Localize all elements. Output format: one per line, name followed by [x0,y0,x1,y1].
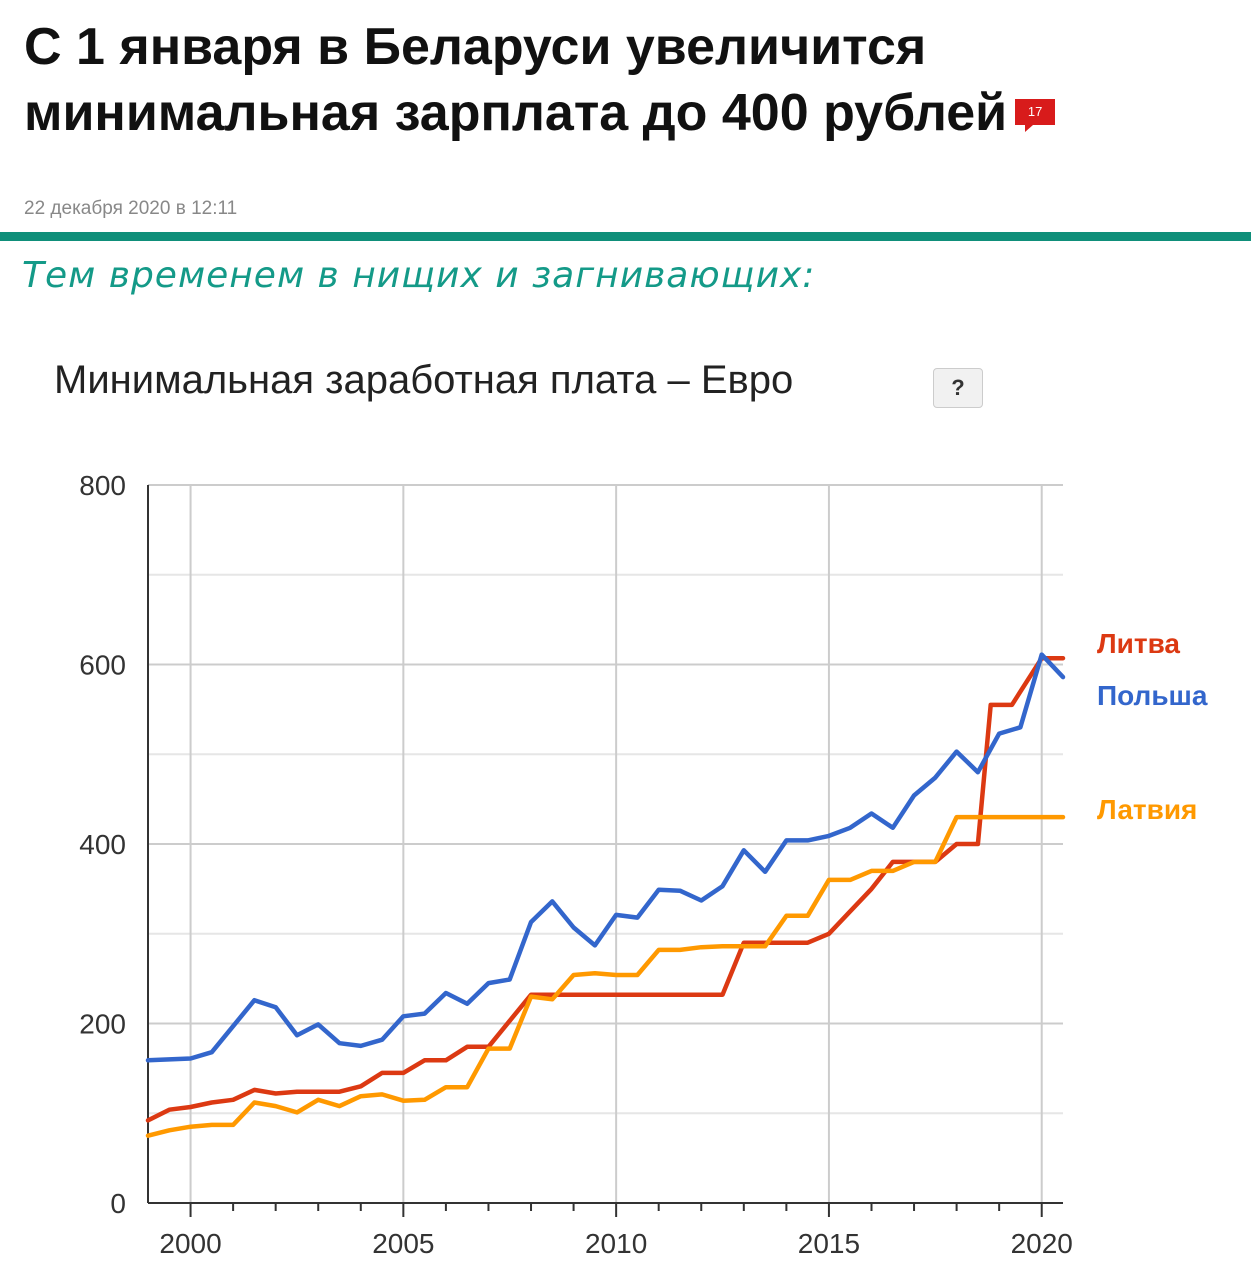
series-label: Польша [1097,680,1208,711]
series-line-Латвия [145,814,1066,1138]
caption-text: Тем временем в нищих и загнивающих: [22,255,816,296]
series-label: Латвия [1097,794,1197,825]
publish-date: 22 декабря 2020 в 12:11 [24,198,238,219]
y-tick-label: 0 [110,1188,126,1219]
article-title: С 1 января в Беларуси увеличится минимал… [24,14,1234,146]
x-tick-label: 2000 [159,1228,221,1259]
chart-title: Минимальная заработная плата – Евро [54,358,794,402]
y-tick-label: 800 [79,470,126,501]
accent-divider [0,232,1251,241]
help-button[interactable]: ? [933,368,983,408]
y-tick-label: 200 [79,1009,126,1040]
line-chart: 0 200 400 600 800 2000 2005 2010 2015 2020 Литва П… [79,470,1208,1259]
series-line-Польша [145,652,1066,1063]
article-title-text: С 1 января в Беларуси увеличится минимал… [24,18,1008,142]
series-line-Литва [145,655,1066,1123]
y-tick-label: 600 [79,650,126,681]
comments-count-badge[interactable]: 17 [1015,99,1056,133]
x-tick-label: 2020 [1011,1228,1073,1259]
series-label: Литва [1097,628,1180,659]
x-tick-label: 2005 [372,1228,434,1259]
x-tick-label: 2010 [585,1228,647,1259]
x-tick-label: 2015 [798,1228,860,1259]
y-tick-label: 400 [79,829,126,860]
